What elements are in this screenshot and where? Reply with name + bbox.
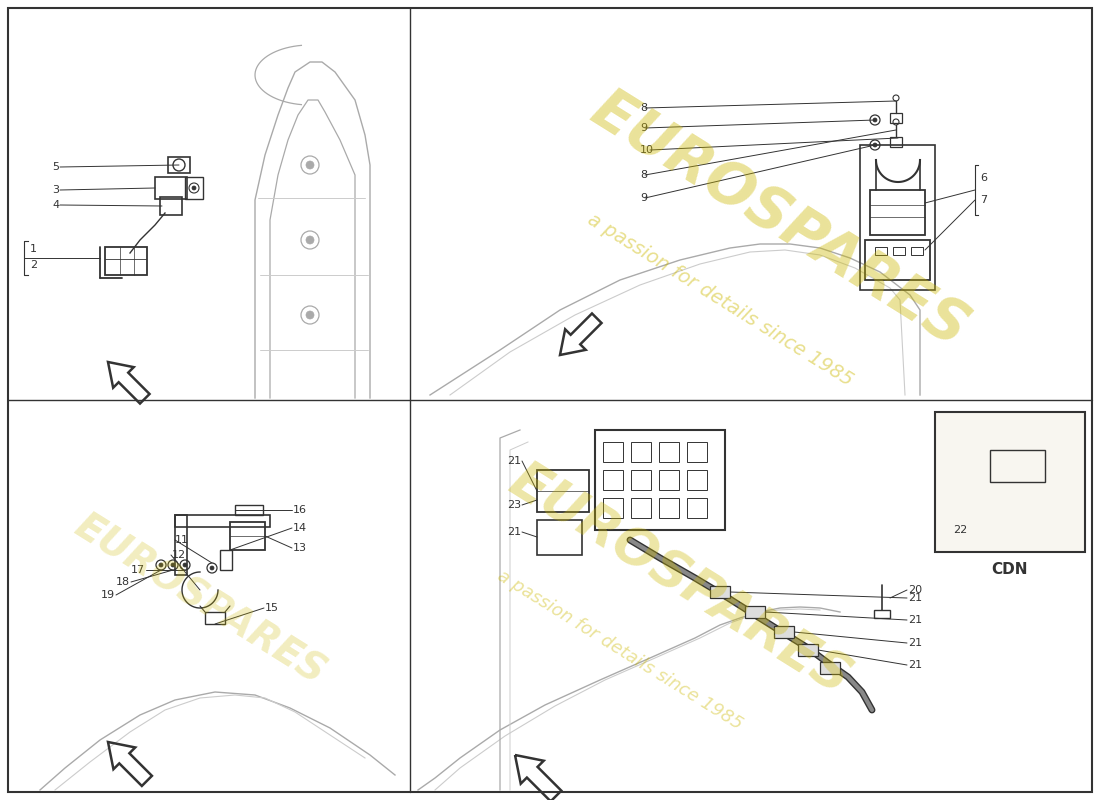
Text: 13: 13 <box>293 543 307 553</box>
Text: 10: 10 <box>640 145 654 155</box>
Bar <box>874 610 890 618</box>
Text: 11: 11 <box>175 535 189 545</box>
Bar <box>230 522 265 550</box>
Bar <box>220 550 232 570</box>
Bar <box>659 498 679 518</box>
Bar <box>890 137 902 147</box>
Bar <box>603 498 623 518</box>
Text: 8: 8 <box>640 170 647 180</box>
Text: 3: 3 <box>52 185 59 195</box>
Circle shape <box>183 563 187 567</box>
Bar <box>603 442 623 462</box>
Bar <box>935 412 1085 552</box>
Text: 20: 20 <box>908 585 922 595</box>
Bar <box>168 157 190 173</box>
Bar <box>175 515 270 527</box>
Text: 22: 22 <box>953 525 967 535</box>
Text: 16: 16 <box>293 505 307 515</box>
Bar <box>205 612 225 624</box>
Bar <box>688 498 707 518</box>
Text: EUROSPARES: EUROSPARES <box>68 507 332 693</box>
Bar <box>659 470 679 490</box>
Text: 21: 21 <box>908 638 922 648</box>
Text: 21: 21 <box>908 615 922 625</box>
Bar <box>745 606 764 618</box>
Bar <box>688 442 707 462</box>
Bar <box>865 240 930 280</box>
Text: 7: 7 <box>980 195 987 205</box>
Text: 2: 2 <box>30 260 37 270</box>
Circle shape <box>873 143 877 147</box>
Bar <box>631 442 651 462</box>
Text: 15: 15 <box>265 603 279 613</box>
Bar <box>160 197 182 215</box>
Bar <box>537 520 582 555</box>
Bar <box>595 430 725 530</box>
Bar <box>774 626 794 638</box>
Text: 21: 21 <box>908 660 922 670</box>
Text: 23: 23 <box>507 500 521 510</box>
Text: EUROSPARES: EUROSPARES <box>500 454 860 706</box>
Text: 21: 21 <box>507 456 521 466</box>
Text: 8: 8 <box>640 103 647 113</box>
Text: CDN: CDN <box>992 562 1028 578</box>
Text: a passion for details since 1985: a passion for details since 1985 <box>494 566 746 734</box>
Text: 12: 12 <box>172 550 186 560</box>
Bar <box>155 177 187 199</box>
Bar <box>990 450 1045 482</box>
Bar <box>820 662 840 674</box>
Circle shape <box>160 563 163 567</box>
Bar <box>631 498 651 518</box>
Bar <box>860 145 935 290</box>
Bar <box>798 644 818 656</box>
Bar <box>874 247 887 255</box>
Text: 1: 1 <box>30 244 37 254</box>
Bar <box>175 515 187 575</box>
Text: 6: 6 <box>980 173 987 183</box>
Text: 18: 18 <box>116 577 130 587</box>
Bar <box>659 442 679 462</box>
Circle shape <box>306 311 313 319</box>
Bar <box>235 505 263 515</box>
Circle shape <box>170 563 175 567</box>
Bar <box>603 470 623 490</box>
Bar <box>537 470 588 512</box>
Text: a passion for details since 1985: a passion for details since 1985 <box>584 210 856 390</box>
Text: 9: 9 <box>640 123 647 133</box>
Text: 17: 17 <box>131 565 145 575</box>
Bar <box>893 247 905 255</box>
Text: 9: 9 <box>640 193 647 203</box>
Circle shape <box>873 118 877 122</box>
Text: 19: 19 <box>101 590 116 600</box>
Text: 21: 21 <box>507 527 521 537</box>
Bar <box>631 470 651 490</box>
Circle shape <box>306 161 313 169</box>
Bar <box>870 190 925 235</box>
Bar <box>710 586 730 598</box>
Text: 21: 21 <box>908 593 922 603</box>
Bar <box>688 470 707 490</box>
Bar <box>185 177 204 199</box>
Text: EUROSPARES: EUROSPARES <box>581 81 979 359</box>
Circle shape <box>306 236 313 244</box>
Bar <box>890 113 902 123</box>
Text: 4: 4 <box>52 200 59 210</box>
Circle shape <box>210 566 214 570</box>
Circle shape <box>192 186 196 190</box>
Bar <box>104 247 147 275</box>
Bar <box>911 247 923 255</box>
Text: 5: 5 <box>52 162 59 172</box>
Text: 14: 14 <box>293 523 307 533</box>
